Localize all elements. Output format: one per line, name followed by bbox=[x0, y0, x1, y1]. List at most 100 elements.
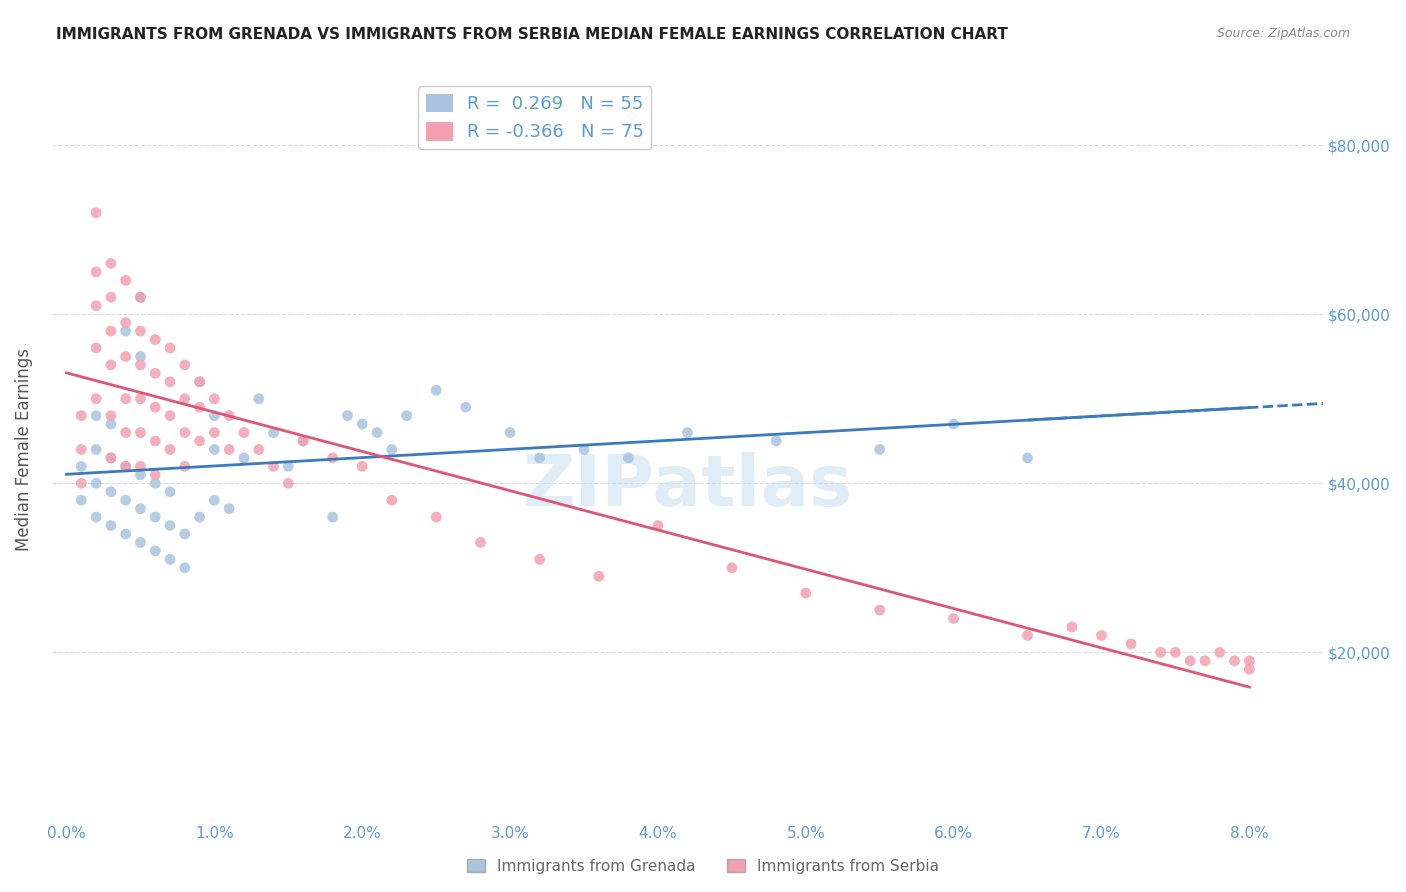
Point bbox=[143, 400, 166, 414]
Point bbox=[247, 442, 270, 457]
Point bbox=[263, 425, 285, 440]
Point bbox=[1149, 645, 1171, 659]
Point bbox=[114, 493, 136, 508]
Point bbox=[159, 341, 181, 355]
Point bbox=[159, 375, 181, 389]
Point bbox=[1239, 662, 1261, 676]
Y-axis label: Median Female Earnings: Median Female Earnings bbox=[15, 348, 32, 551]
Point bbox=[129, 290, 152, 304]
Point bbox=[1060, 620, 1083, 634]
Point bbox=[114, 350, 136, 364]
Point bbox=[1017, 628, 1039, 642]
Point bbox=[70, 409, 93, 423]
Point bbox=[676, 425, 699, 440]
Point bbox=[188, 434, 211, 448]
Point bbox=[1239, 654, 1261, 668]
Point bbox=[1164, 645, 1187, 659]
Point bbox=[143, 467, 166, 482]
Point bbox=[114, 459, 136, 474]
Point bbox=[84, 476, 107, 491]
Point bbox=[70, 442, 93, 457]
Point bbox=[454, 400, 477, 414]
Point bbox=[292, 434, 315, 448]
Point bbox=[1180, 654, 1202, 668]
Text: IMMIGRANTS FROM GRENADA VS IMMIGRANTS FROM SERBIA MEDIAN FEMALE EARNINGS CORRELA: IMMIGRANTS FROM GRENADA VS IMMIGRANTS FR… bbox=[56, 27, 1008, 42]
Point bbox=[381, 493, 404, 508]
Point bbox=[129, 459, 152, 474]
Point bbox=[159, 442, 181, 457]
Point bbox=[765, 434, 787, 448]
Point bbox=[70, 459, 93, 474]
Point bbox=[100, 409, 122, 423]
Point bbox=[794, 586, 817, 600]
Point bbox=[114, 324, 136, 338]
Point bbox=[218, 501, 240, 516]
Point bbox=[84, 510, 107, 524]
Point bbox=[143, 367, 166, 381]
Point bbox=[233, 425, 256, 440]
Point bbox=[173, 425, 195, 440]
Point bbox=[202, 493, 225, 508]
Point bbox=[70, 493, 93, 508]
Point bbox=[188, 375, 211, 389]
Point bbox=[322, 510, 344, 524]
Point bbox=[425, 384, 447, 398]
Point bbox=[129, 425, 152, 440]
Point bbox=[218, 409, 240, 423]
Point bbox=[366, 425, 388, 440]
Point bbox=[114, 273, 136, 287]
Point bbox=[100, 450, 122, 465]
Point bbox=[129, 350, 152, 364]
Point bbox=[173, 459, 195, 474]
Point bbox=[381, 442, 404, 457]
Point bbox=[100, 484, 122, 499]
Point bbox=[322, 450, 344, 465]
Point bbox=[143, 510, 166, 524]
Point bbox=[129, 501, 152, 516]
Point bbox=[188, 400, 211, 414]
Point bbox=[114, 527, 136, 541]
Point bbox=[292, 434, 315, 448]
Point bbox=[159, 484, 181, 499]
Point bbox=[143, 476, 166, 491]
Point bbox=[173, 561, 195, 575]
Point bbox=[100, 256, 122, 270]
Text: ZIPatlas: ZIPatlas bbox=[523, 452, 852, 521]
Point bbox=[100, 324, 122, 338]
Point bbox=[202, 392, 225, 406]
Point bbox=[499, 425, 522, 440]
Point bbox=[202, 409, 225, 423]
Point bbox=[114, 459, 136, 474]
Point bbox=[100, 518, 122, 533]
Point bbox=[84, 299, 107, 313]
Point bbox=[129, 290, 152, 304]
Point bbox=[336, 409, 359, 423]
Point bbox=[588, 569, 610, 583]
Point bbox=[84, 205, 107, 219]
Point bbox=[143, 434, 166, 448]
Point bbox=[1017, 450, 1039, 465]
Point bbox=[143, 544, 166, 558]
Point bbox=[129, 358, 152, 372]
Point bbox=[173, 358, 195, 372]
Point bbox=[1194, 654, 1216, 668]
Point bbox=[942, 611, 965, 625]
Point bbox=[425, 510, 447, 524]
Point bbox=[1090, 628, 1112, 642]
Text: Source: ZipAtlas.com: Source: ZipAtlas.com bbox=[1216, 27, 1350, 40]
Point bbox=[1209, 645, 1232, 659]
Point bbox=[129, 535, 152, 549]
Point bbox=[100, 290, 122, 304]
Point bbox=[84, 442, 107, 457]
Point bbox=[395, 409, 418, 423]
Point bbox=[159, 409, 181, 423]
Point bbox=[277, 476, 299, 491]
Point bbox=[1223, 654, 1246, 668]
Point bbox=[352, 417, 374, 431]
Point bbox=[233, 450, 256, 465]
Point bbox=[218, 442, 240, 457]
Point bbox=[84, 409, 107, 423]
Point bbox=[277, 459, 299, 474]
Point bbox=[84, 341, 107, 355]
Point bbox=[869, 603, 891, 617]
